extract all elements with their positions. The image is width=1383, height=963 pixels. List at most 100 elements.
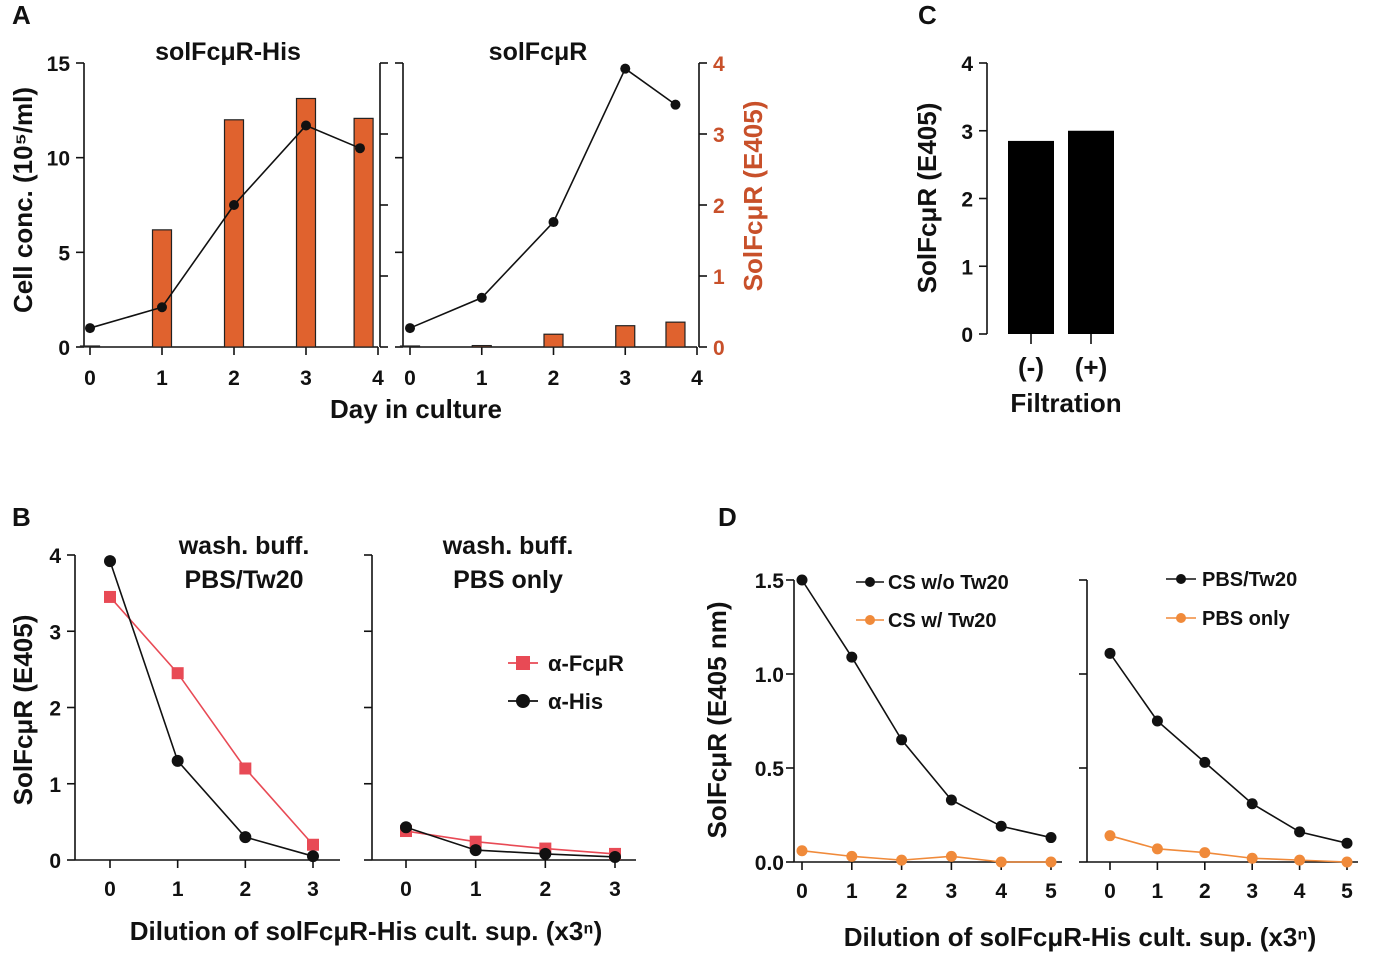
panel-d-right-x-tick-label: 4 <box>1294 880 1306 903</box>
legend-label-a-his: α-His <box>548 689 603 714</box>
panel-d-left-x-tick-label: 3 <box>946 880 958 903</box>
panel-c-y-tick-label: 1 <box>961 256 973 279</box>
panel-a-right-cell-point <box>548 217 559 228</box>
panel-a-right-bar <box>471 344 492 348</box>
legend-marker-pbs-only <box>1176 613 1186 623</box>
panel-d-right-x-tick-label: 0 <box>1104 880 1116 903</box>
panel-b-legend: α-FcμR α-His <box>508 651 624 714</box>
panel-c-y-tick-label: 3 <box>961 121 973 144</box>
panel-d-left-point <box>846 651 858 663</box>
panel-b-left-y-tick-label: 3 <box>49 621 61 644</box>
panel-a-left-cell-point <box>85 323 95 334</box>
panel-a-left-x-tick-label: 2 <box>228 367 240 390</box>
panel-a-right-y-right-tick-label: 0 <box>713 337 725 360</box>
panel-d-left-x-tick-label: 5 <box>1045 880 1057 903</box>
panel-b-left-y-tick-label: 0 <box>49 850 61 873</box>
panel-b-right-title-2: PBS only <box>453 566 563 594</box>
panel-a-left-bar <box>223 119 245 348</box>
panel-label-d: D <box>718 502 737 532</box>
panel-c-y-tick-label: 0 <box>961 324 973 347</box>
legend-marker-pbs-tw20 <box>1176 574 1186 584</box>
panel-d-right-x-tick-label: 1 <box>1152 880 1164 903</box>
panel-b-left-point-circle <box>171 754 184 767</box>
panel-d-left-x-tick-label: 4 <box>995 880 1007 903</box>
panel-c-bar <box>1008 140 1054 334</box>
panel-d-left-y-tick-label: 1.0 <box>755 664 784 687</box>
panel-b-left-title-2: PBS/Tw20 <box>184 566 303 594</box>
panel-b-left-series-line <box>109 560 314 857</box>
panel-c-ylabel: SolFcμR (E405) <box>912 103 942 294</box>
panel-d-left-point <box>995 820 1007 832</box>
panel-d-left-y-tick-label: 0.0 <box>755 852 784 875</box>
panel-d-left-point <box>1045 832 1057 844</box>
panel-label-b: B <box>12 502 31 532</box>
legend-label-a-fcmur: α-FcμR <box>548 651 624 676</box>
panel-a-right-cell-point <box>620 63 631 74</box>
panel-a-right-x-tick-label: 0 <box>404 367 416 390</box>
panel-b-right-point-square <box>469 835 482 848</box>
panel-b-right-x-tick-label: 3 <box>609 878 621 901</box>
panel-a-left-bar <box>353 117 374 348</box>
panel-d-left-point <box>846 850 858 862</box>
panel-b-left-x-tick-label: 0 <box>104 878 116 901</box>
panel-b-left-series-line <box>109 596 314 846</box>
panel-d-left-series-line <box>801 579 1052 839</box>
panel-d-right-point <box>1151 843 1163 855</box>
panel-b-right-point-circle <box>400 821 412 834</box>
panel-label-a: A <box>12 0 31 30</box>
panel-b-left-point-square <box>171 667 184 680</box>
panel-a-xlabel: Day in culture <box>330 394 502 424</box>
panel-d-right-legend: PBS/Tw20 PBS only <box>1166 569 1297 630</box>
panel-d-right-point <box>1294 826 1306 838</box>
panel-b-right-series-line <box>405 826 616 858</box>
legend-marker-cs-w-tw20 <box>865 615 875 625</box>
panel-a-left-y-left-tick-label: 15 <box>47 53 71 76</box>
panel-a-right-y-right-tick-label: 2 <box>713 195 725 218</box>
panel-a-right-title: solFcμR <box>489 38 588 66</box>
panel-d-right-x-tick-label: 2 <box>1199 880 1211 903</box>
panel-b-right-x-tick-label: 2 <box>539 878 551 901</box>
panel-b-left-y-tick-label: 4 <box>49 545 61 568</box>
panel-a-left-cell-point <box>157 302 167 313</box>
panel-c-xlabel: Filtration <box>1010 388 1121 418</box>
panel-d-right-x-tick-label: 3 <box>1246 880 1258 903</box>
panel-a-left-bar <box>79 345 101 348</box>
panel-d-left-point <box>796 574 808 586</box>
panel-a-left-bar <box>151 229 173 348</box>
panel-d-right-x-tick-label: 5 <box>1341 880 1353 903</box>
panel-d-left-series-line <box>801 849 1051 863</box>
panel-b-right-title-1: wash. buff. <box>442 532 574 560</box>
panel-b-xlabel: Dilution of solFcμR-His cult. sup. (x3ⁿ) <box>130 916 603 946</box>
panel-a-left-y-left-tick-label: 5 <box>58 242 70 265</box>
panel-d-ylabel: SolFcμR (E405 nm) <box>702 602 732 839</box>
legend-marker-cs-wo-tw20 <box>865 577 875 587</box>
panel-d-left-x-tick-label: 0 <box>796 880 808 903</box>
panel-a-right-x-tick-label: 3 <box>619 367 631 390</box>
panel-a-right-cell-point <box>670 99 681 110</box>
panel-d-right-point <box>1199 756 1211 768</box>
legend-marker-a-his <box>516 694 530 708</box>
panel-a-left-bar <box>295 97 317 348</box>
panel-d-left-legend: CS w/o Tw20 CS w/ Tw20 <box>856 572 1009 632</box>
panel-b-left-point-square <box>239 762 252 775</box>
panel-d-right-series-line <box>1109 652 1348 844</box>
panel-d-right-point <box>1246 852 1258 864</box>
panel-a-right-y-right-tick-label: 4 <box>713 53 725 76</box>
panel-d-left-point <box>945 794 957 806</box>
panel-d-right-point <box>1341 856 1353 868</box>
panel-d-left-point <box>995 856 1007 868</box>
panel-a-right-bar <box>399 345 421 348</box>
panel-a-right-x-tick-label: 4 <box>691 367 703 390</box>
panel-b-left-point-square <box>104 590 116 603</box>
legend-marker-a-fcmur <box>516 656 530 670</box>
panel-d-left-point <box>1045 856 1057 868</box>
panel-b-ylabel: SolFcμR (E405) <box>8 615 38 806</box>
panel-a-ylabel-right: SolFcμR (E405) <box>738 101 768 292</box>
panel-a-right-cell-line <box>409 67 676 329</box>
panel-b-right-x-tick-label: 1 <box>470 878 482 901</box>
panel-a-right-cell-point <box>476 292 487 303</box>
panel-b-left-x-tick-label: 2 <box>239 878 251 901</box>
panel-a-left-x-tick-label: 4 <box>372 367 384 390</box>
panel-d-left-point <box>796 845 808 857</box>
